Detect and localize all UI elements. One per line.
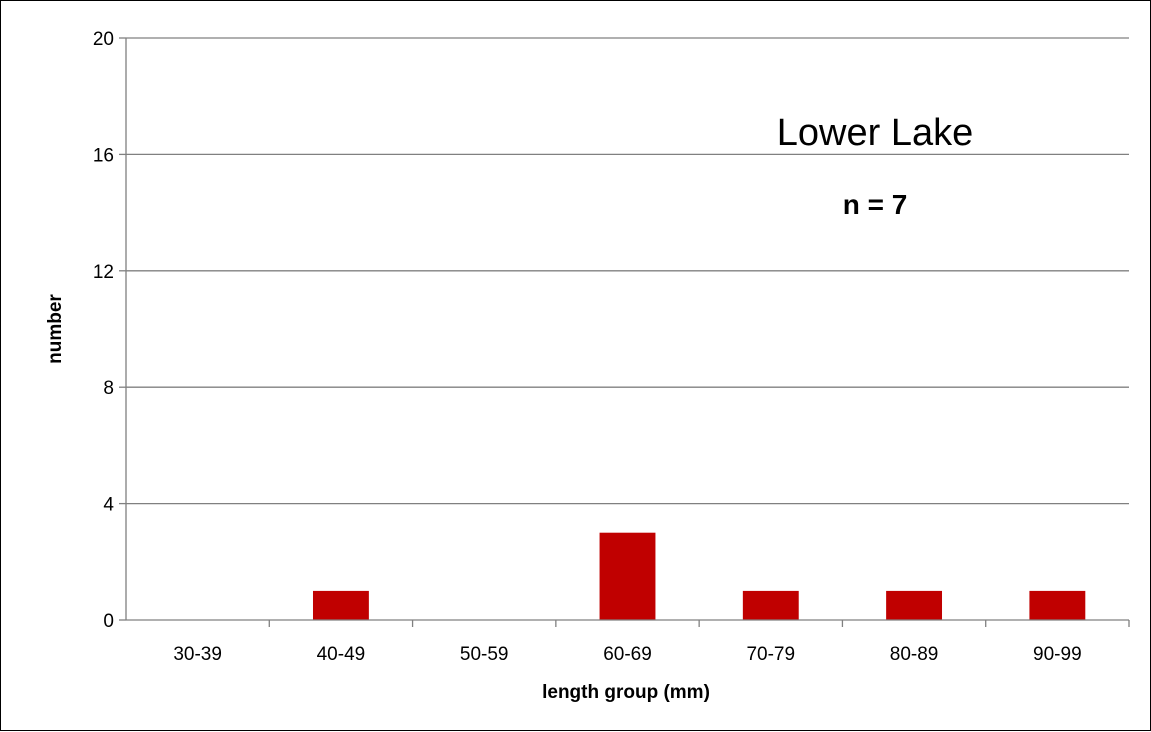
y-axis-label: number	[45, 294, 66, 364]
x-tick-label: 30-39	[173, 644, 222, 665]
x-tick-label: 90-99	[1033, 644, 1082, 665]
y-tick-label: 8	[103, 378, 114, 399]
bar-70-79	[742, 590, 799, 620]
axes	[125, 38, 1130, 627]
x-tick-label: 50-59	[460, 644, 509, 665]
y-tick-label: 20	[93, 29, 114, 50]
x-tick-label: 70-79	[746, 644, 795, 665]
y-tick-label: 12	[93, 262, 114, 283]
y-tick-label: 4	[103, 495, 114, 516]
gridlines	[119, 37, 1129, 621]
x-tick-label: 40-49	[317, 644, 366, 665]
x-tick-labels: 30-39 40-49 50-59 60-69 70-79 80-89 90-99	[173, 644, 1081, 665]
x-axis-label: length group (mm)	[542, 682, 710, 703]
bar-60-69	[599, 532, 656, 620]
bar-40-49	[312, 590, 369, 620]
annotation-sample-size: n = 7	[843, 189, 908, 220]
annotation-lake-name: Lower Lake	[777, 112, 973, 154]
y-tick-label: 0	[103, 611, 114, 632]
x-tick-label: 80-89	[890, 644, 939, 665]
bar-90-99	[1029, 590, 1086, 620]
x-tick-label: 60-69	[603, 644, 652, 665]
y-tick-label: 16	[93, 145, 114, 166]
bar-80-89	[886, 590, 943, 620]
bars	[312, 532, 1086, 620]
y-tick-labels: 0 4 8 12 16 20	[93, 29, 115, 632]
